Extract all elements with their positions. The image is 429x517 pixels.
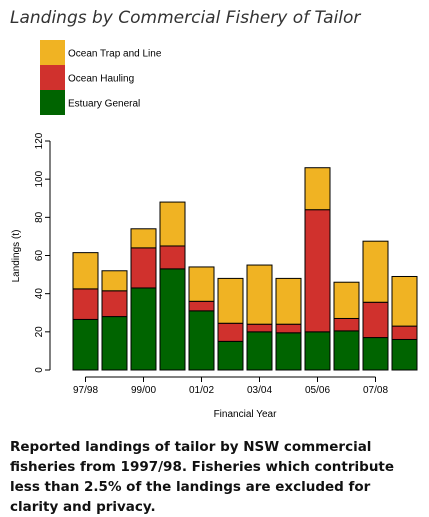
y-tick-label: 60 <box>34 250 45 262</box>
y-tick-label: 120 <box>34 132 45 149</box>
legend-swatch-ocean-trap-and-line <box>40 40 65 65</box>
bar-segment-ocean-hauling-01-02 <box>188 300 215 312</box>
bar-segment-estuary-general-01-02 <box>188 310 215 371</box>
bar-segment-ocean-hauling-08-09 <box>391 325 418 340</box>
y-axis: 0 20 40 60 80 100 120 <box>34 132 51 373</box>
x-tick-label: 99/00 <box>131 385 156 396</box>
bar-segment-estuary-general-07-08 <box>362 337 389 371</box>
bar-segment-ocean-trap-and-line-04-05 <box>275 277 302 325</box>
bar-segment-ocean-hauling-06-07 <box>333 317 360 332</box>
y-tick-label: 100 <box>34 170 45 187</box>
legend-label-estuary-general: Estuary General <box>68 99 140 110</box>
y-tick-label: 40 <box>34 288 45 300</box>
bar-segment-ocean-hauling-02-03 <box>217 322 244 342</box>
bar-segment-ocean-trap-and-line-00-01 <box>159 201 186 247</box>
bar-segment-ocean-trap-and-line-05-06 <box>304 167 331 211</box>
bar-segment-estuary-general-99-00 <box>130 287 157 371</box>
bar-segment-ocean-trap-and-line-07-08 <box>362 240 389 303</box>
y-tick-label: 20 <box>34 326 45 338</box>
stacked-bar-chart: Landings by Commercial Fishery of Tailor… <box>10 8 418 420</box>
x-tick-label: 07/08 <box>363 385 388 396</box>
bar-segment-estuary-general-06-07 <box>333 330 360 371</box>
x-tick-label: 03/04 <box>247 385 272 396</box>
bar-segment-ocean-hauling-99-00 <box>130 247 157 289</box>
bar-segment-estuary-general-05-06 <box>304 331 331 371</box>
x-tick-label: 05/06 <box>305 385 330 396</box>
legend-swatch-ocean-hauling <box>40 65 65 90</box>
x-tick-label: 97/98 <box>73 385 98 396</box>
bar-segment-estuary-general-08-09 <box>391 338 418 371</box>
bar-segment-ocean-hauling-00-01 <box>159 245 186 270</box>
bar-segment-estuary-general-03-04 <box>246 331 273 371</box>
bar-segment-ocean-trap-and-line-02-03 <box>217 277 244 324</box>
bar-segment-ocean-trap-and-line-06-07 <box>333 281 360 319</box>
bar-segment-ocean-trap-and-line-03-04 <box>246 264 273 325</box>
bar-segment-ocean-trap-and-line-97-98 <box>72 252 99 290</box>
chart-title: Landings by Commercial Fishery of Tailor <box>10 8 361 28</box>
legend: Ocean Trap and Line Ocean Hauling Estuary … <box>40 40 162 115</box>
bar-segment-ocean-trap-and-line-98-99 <box>101 270 128 292</box>
bar-segment-estuary-general-97-98 <box>72 318 99 371</box>
bar-segment-estuary-general-02-03 <box>217 340 244 371</box>
y-tick-label: 0 <box>34 367 45 373</box>
bar-segment-ocean-hauling-98-99 <box>101 290 128 318</box>
bar-segment-ocean-hauling-03-04 <box>246 323 273 333</box>
bars <box>72 167 418 371</box>
figure-caption: Reported landings of tailor by NSW comme… <box>10 439 395 515</box>
x-tick-label: 01/02 <box>189 385 214 396</box>
y-tick-label: 80 <box>34 211 45 223</box>
bar-segment-ocean-trap-and-line-99-00 <box>130 228 157 249</box>
bar-segment-ocean-hauling-97-98 <box>72 288 99 320</box>
x-axis-label: Financial Year <box>214 409 277 420</box>
bar-segment-ocean-hauling-05-06 <box>304 209 331 333</box>
x-axis: 97/98 99/00 01/02 03/04 05/06 07/08 <box>73 376 388 396</box>
legend-swatch-estuary-general <box>40 90 65 115</box>
bar-segment-estuary-general-00-01 <box>159 268 186 371</box>
bar-segment-estuary-general-98-99 <box>101 316 128 371</box>
bar-segment-ocean-trap-and-line-01-02 <box>188 266 215 302</box>
bar-segment-ocean-hauling-07-08 <box>362 301 389 339</box>
y-axis-label: Landings (t) <box>11 230 22 283</box>
legend-label-ocean-hauling: Ocean Hauling <box>68 74 134 85</box>
bar-segment-ocean-hauling-04-05 <box>275 323 302 334</box>
bar-segment-ocean-trap-and-line-08-09 <box>391 275 418 327</box>
bar-segment-estuary-general-04-05 <box>275 332 302 371</box>
legend-label-ocean-trap-and-line: Ocean Trap and Line <box>68 49 162 60</box>
